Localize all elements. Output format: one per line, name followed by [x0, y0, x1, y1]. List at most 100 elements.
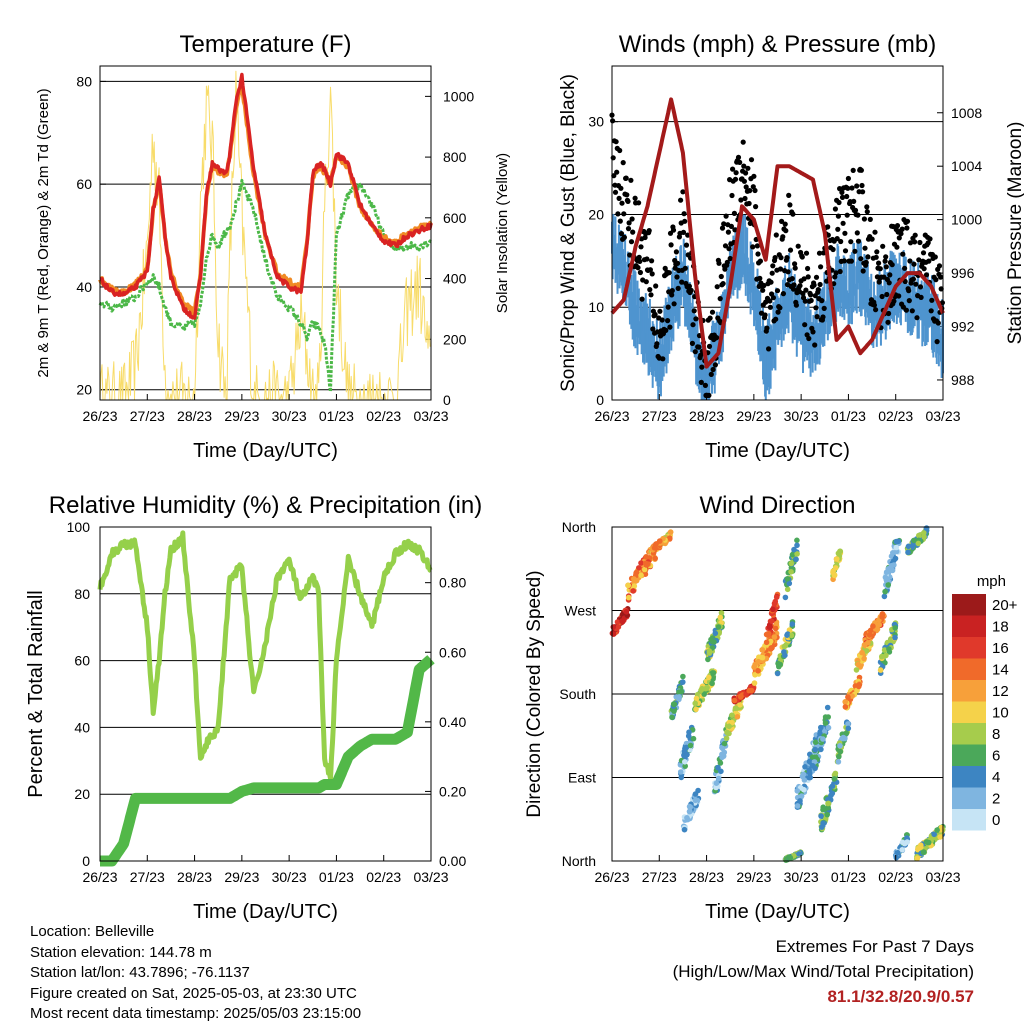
direction-point — [777, 661, 783, 668]
y2-tick-label: 400 — [443, 271, 467, 287]
wind-gust-point — [679, 279, 685, 285]
direction-point — [692, 797, 699, 804]
wind-gust-point — [686, 283, 693, 289]
y-tick-label: 20 — [588, 206, 604, 222]
x-tick-label: 27/23 — [130, 869, 165, 885]
direction-point — [717, 760, 724, 766]
wind-gust-point — [741, 178, 748, 184]
wind-gust-point — [787, 202, 793, 208]
wind-gust-point — [707, 315, 713, 321]
wind-gust-point — [678, 197, 684, 203]
direction-point — [729, 712, 735, 718]
wind-gust-point — [936, 263, 943, 269]
direction-point — [619, 618, 626, 625]
wind-gust-point — [917, 284, 924, 290]
direction-point — [894, 849, 901, 856]
y2-tick-label: 0.60 — [439, 644, 466, 660]
wind-gust-point — [873, 307, 879, 313]
wind-gust-point — [932, 254, 938, 260]
wind-gust-point — [883, 264, 889, 270]
wind-gust-point — [721, 221, 727, 227]
wind-gust-point — [844, 193, 850, 200]
wind-gust-point — [913, 281, 919, 287]
wind-gust-point — [802, 322, 808, 328]
direction-point — [670, 701, 677, 707]
direction-point — [784, 576, 791, 582]
wind-gust-point — [755, 251, 761, 257]
wind-gust-point — [692, 349, 698, 355]
x-tick-label: 29/23 — [736, 869, 771, 885]
wind-gust-point — [644, 256, 650, 262]
wind-gust-point — [935, 320, 941, 326]
direction-point — [856, 683, 862, 690]
wind-gust-point — [889, 262, 895, 268]
wind-gust-point — [833, 270, 839, 276]
wind-gust-point — [840, 220, 846, 226]
legend-label: 2 — [992, 791, 1000, 808]
wind-gust-point — [747, 188, 753, 194]
wind-gust-point — [683, 242, 690, 248]
wind-gust-point — [879, 293, 885, 300]
wind-gust-point — [689, 340, 696, 346]
chart-title: Wind Direction — [699, 492, 855, 519]
wind-gust-point — [869, 236, 875, 242]
wind-gust-point — [669, 292, 675, 298]
direction-point — [652, 555, 658, 562]
y-tick-label: 10 — [588, 299, 604, 315]
direction-point — [866, 632, 873, 638]
y2-tick-label: 1008 — [951, 105, 982, 121]
y2-tick-label: 200 — [443, 331, 467, 347]
wind-gust-point — [865, 254, 871, 260]
wind-gust-point — [690, 322, 696, 328]
plot-frame — [611, 526, 944, 862]
direction-point — [692, 700, 698, 707]
wind-gust-point — [911, 261, 917, 267]
wind-gust-point — [775, 309, 781, 315]
wind-gust-point — [650, 326, 656, 332]
wind-gust-point — [821, 305, 827, 311]
direction-point — [911, 537, 917, 544]
wind-gust-point — [912, 232, 918, 238]
wind-gust-point — [839, 189, 845, 195]
wind-gust-point — [718, 273, 724, 280]
wind-gust-point — [891, 298, 897, 304]
wind-gust-point — [743, 184, 749, 190]
wind-gust-point — [923, 272, 930, 278]
direction-point — [892, 555, 899, 562]
x-tick-label: 27/23 — [642, 408, 677, 424]
direction-point — [734, 714, 741, 720]
x-axis-label: Time (Day/UTC) — [193, 901, 338, 923]
wind-gust-point — [910, 276, 917, 282]
wind-gust-point — [872, 229, 878, 235]
y-tick-label: 40 — [76, 279, 92, 295]
direction-point — [669, 714, 675, 721]
wind-gust-point — [767, 298, 773, 304]
wind-gust-point — [854, 230, 860, 236]
direction-point — [682, 759, 688, 765]
legend-label: 14 — [992, 662, 1009, 679]
wind-gust-point — [702, 382, 709, 388]
direction-point — [882, 588, 888, 595]
wind-gust-point — [792, 261, 798, 267]
direction-point — [885, 582, 891, 588]
wind-gust-point — [825, 224, 831, 230]
direction-point — [837, 743, 843, 749]
wind-gust-point — [927, 236, 933, 242]
direction-point — [788, 632, 795, 639]
wind-gust-point — [619, 200, 625, 206]
wind-gust-point — [837, 186, 843, 192]
wind-gust-point — [841, 258, 847, 264]
direction-point — [934, 827, 940, 833]
direction-point — [820, 736, 826, 742]
direction-point — [701, 691, 707, 697]
wind-gust-point — [710, 366, 716, 373]
wind-gust-point — [805, 265, 811, 272]
wind-gust-point — [818, 264, 824, 270]
direction-point — [631, 576, 637, 582]
wind-gust-point — [620, 160, 626, 166]
wind-gust-point — [629, 216, 635, 222]
wind-gust-point — [616, 195, 622, 201]
y2-tick-label: 1000 — [951, 212, 982, 228]
wind-gust-point — [669, 288, 675, 294]
wind-gust-point — [918, 294, 924, 300]
